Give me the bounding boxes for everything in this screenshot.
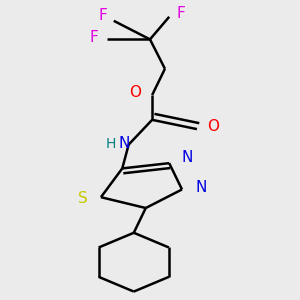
Text: F: F: [177, 6, 185, 21]
Text: O: O: [207, 119, 219, 134]
Text: H: H: [106, 137, 116, 151]
Text: F: F: [89, 30, 98, 45]
Text: F: F: [99, 8, 107, 23]
Text: S: S: [78, 191, 88, 206]
Text: N: N: [119, 136, 130, 151]
Text: O: O: [129, 85, 141, 100]
Text: N: N: [196, 180, 207, 195]
Text: N: N: [182, 150, 193, 165]
